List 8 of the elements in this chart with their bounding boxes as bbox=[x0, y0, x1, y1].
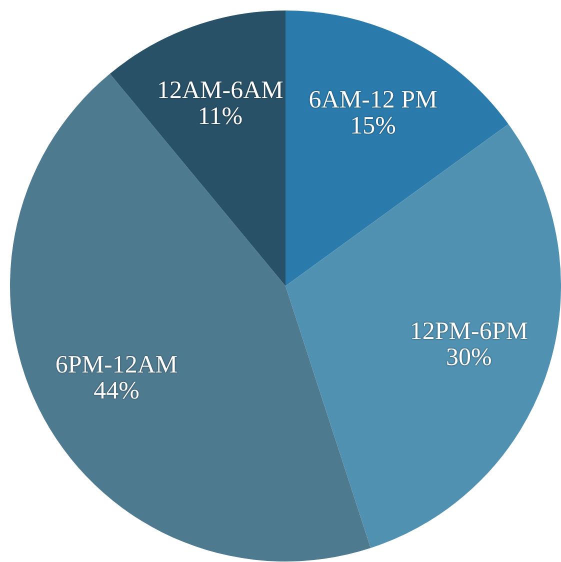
data-label: 11% bbox=[198, 103, 243, 130]
slice-label: 12PM-6PM bbox=[410, 318, 528, 346]
data-label: 15% bbox=[350, 112, 396, 140]
data-label: 30% bbox=[446, 344, 492, 372]
slice-label: 12AM-6AM bbox=[156, 77, 284, 104]
slice-label: 6PM-12AM bbox=[55, 351, 178, 378]
data-label: 44% bbox=[94, 377, 140, 404]
slice-label: 6AM-12 PM bbox=[308, 86, 438, 114]
